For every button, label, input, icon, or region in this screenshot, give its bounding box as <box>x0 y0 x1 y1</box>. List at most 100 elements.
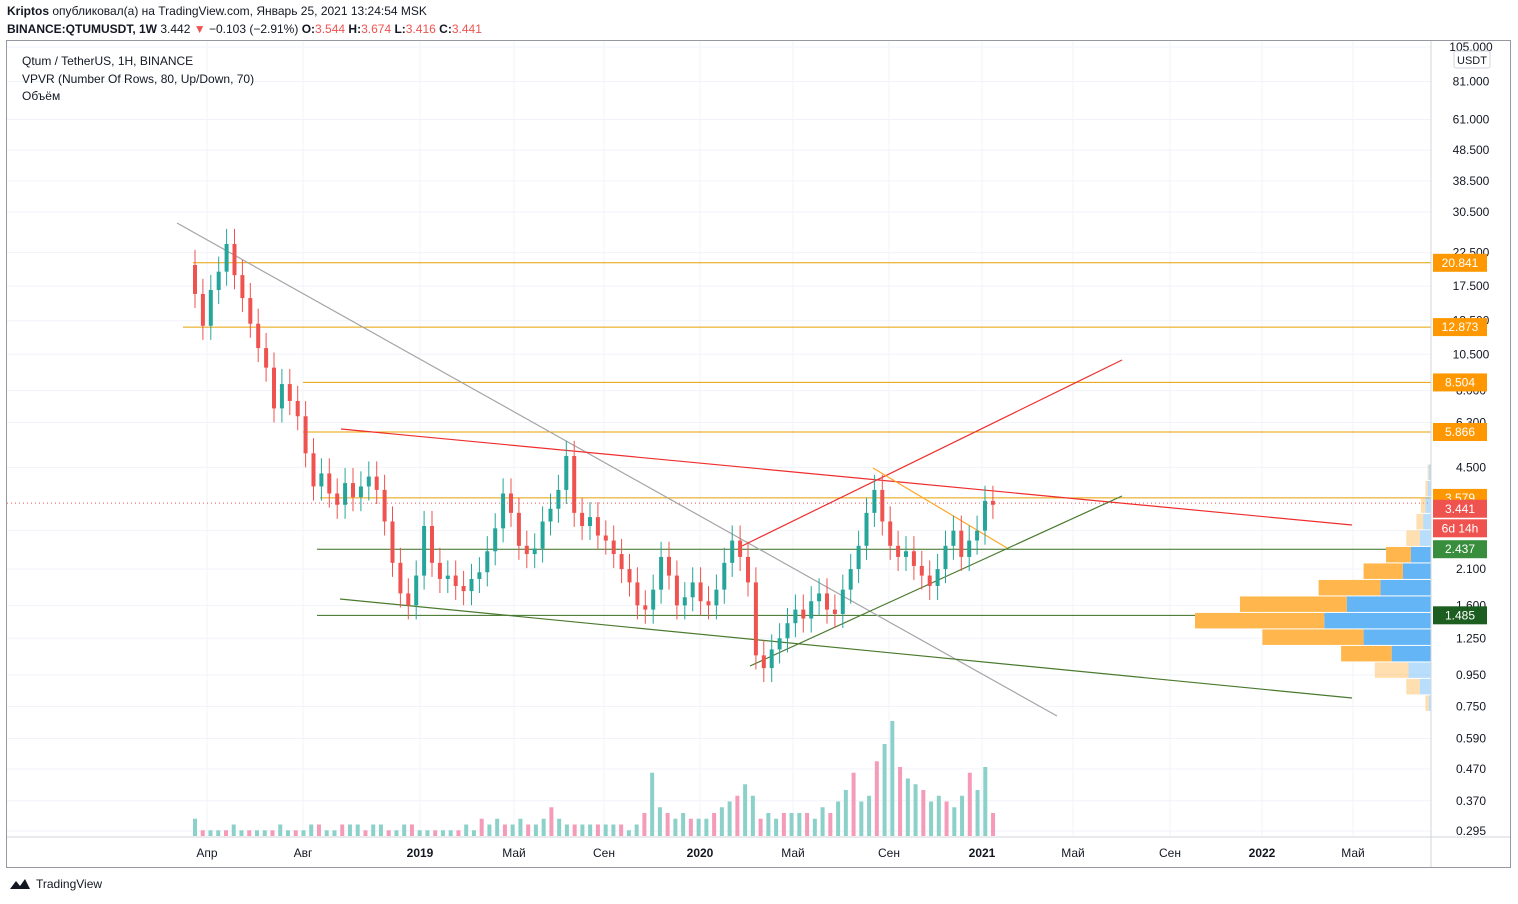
candle-body <box>343 483 348 505</box>
y-tick-label: 17.500 <box>1453 279 1490 293</box>
candle-body <box>659 556 664 590</box>
volume-bar <box>371 824 376 836</box>
green-lower-line[interactable] <box>339 598 1353 699</box>
low-label: L: <box>394 22 406 36</box>
red-resistance-line[interactable] <box>340 428 1353 526</box>
volume-bar <box>688 818 693 836</box>
candle-body <box>943 545 948 570</box>
candle-body <box>888 521 893 546</box>
y-tick-label: 4.500 <box>1456 460 1486 474</box>
high-value: 3.674 <box>361 22 392 36</box>
vpvr-up-bar <box>1391 645 1431 662</box>
candle-body <box>959 530 964 557</box>
volume-bar <box>495 818 500 836</box>
candle-body <box>753 582 758 656</box>
volume-bar <box>564 824 569 836</box>
candle-body <box>603 535 608 541</box>
price-label-text: 12.873 <box>1442 320 1479 334</box>
author-name[interactable]: Kriptos <box>7 4 49 18</box>
volume-bar <box>735 795 740 836</box>
y-tick-label: 61.000 <box>1453 112 1490 126</box>
volume-bar <box>836 801 841 836</box>
volume-bar <box>324 830 329 836</box>
candle-body <box>872 489 877 513</box>
volume-bar <box>874 761 879 836</box>
volume-bar <box>657 807 662 836</box>
close-label: C: <box>439 22 452 36</box>
volume-bar <box>386 830 391 836</box>
volume-bar <box>650 772 655 836</box>
price-chart[interactable]: 105.00081.00061.00048.50038.50030.50022.… <box>7 41 1510 867</box>
candle-body <box>667 556 671 576</box>
candle-body <box>911 551 916 566</box>
volume-bar <box>929 801 934 836</box>
candle-body <box>390 521 395 563</box>
volume-bar <box>820 807 825 836</box>
vpvr-down-bar <box>1374 662 1409 678</box>
candle-body <box>430 525 434 563</box>
candle-body <box>651 589 656 610</box>
vpvr-down-bar <box>1425 480 1428 497</box>
volume-bar <box>533 824 538 836</box>
volume-bar <box>239 830 244 836</box>
candle-body <box>335 493 340 505</box>
x-tick-label: Май <box>1341 846 1365 860</box>
volume-bar <box>851 772 856 836</box>
open-value: 3.544 <box>315 22 346 36</box>
candle-body <box>564 455 569 490</box>
candle-body <box>501 493 506 529</box>
volume-bar <box>247 830 252 836</box>
publish-info: Kriptos опубликовал(а) на TradingView.co… <box>7 4 427 18</box>
candle-body <box>224 243 229 272</box>
volume-bar <box>588 824 593 836</box>
volume-bar <box>549 807 554 836</box>
volume-bar <box>309 824 314 836</box>
candle-body <box>358 486 363 498</box>
volume-bar <box>200 830 205 836</box>
candle-body <box>975 530 980 541</box>
y-tick-label: 2.100 <box>1456 562 1486 576</box>
price-label-badge <box>1433 519 1487 538</box>
close-value: 3.441 <box>451 22 482 36</box>
candle-body <box>248 298 253 324</box>
candle-body <box>295 400 300 417</box>
volume-bar <box>316 824 321 836</box>
vpvr-down-bar <box>1239 596 1347 612</box>
volume-bar <box>712 813 717 836</box>
symbol-name: BINANCE:QTUMUSDT, 1W <box>7 22 157 36</box>
gray-trendline[interactable] <box>176 222 1058 717</box>
candle-body <box>880 489 885 522</box>
vpvr-down-bar <box>1406 678 1420 695</box>
candle-body <box>406 593 411 606</box>
volume-bar <box>270 830 275 836</box>
footer-brand[interactable]: TradingView <box>8 877 102 891</box>
vpvr-legend[interactable]: VPVR (Number Of Rows, 80, Up/Down, 70) <box>22 72 255 86</box>
candle-body <box>240 275 245 299</box>
volume-bar <box>867 795 872 836</box>
change-arrow: ▼ <box>193 22 206 36</box>
price-label-badge <box>1433 422 1487 441</box>
candle-body <box>351 483 355 498</box>
unit-badge[interactable] <box>1453 50 1491 69</box>
price-label-text: 20.841 <box>1442 256 1479 270</box>
chart-pane[interactable]: 105.000 81.000 61.000 48.500 38.500 30.500 22.… <box>6 40 1511 868</box>
volume-bar <box>859 801 864 836</box>
candle-body <box>864 512 869 546</box>
candle-body <box>232 243 237 276</box>
volume-bar <box>254 830 259 836</box>
volume-bar <box>526 824 531 836</box>
volume-bar <box>781 813 786 836</box>
vpvr-down-bar <box>1363 563 1403 579</box>
candle-body <box>840 589 845 614</box>
candle-body <box>777 638 782 650</box>
volume-bar <box>619 824 624 836</box>
volume-legend[interactable]: Объём <box>22 89 61 103</box>
red-channel-line[interactable] <box>741 359 1123 547</box>
y-tick-label: 0.295 <box>1456 824 1486 838</box>
price-label-text: 5.866 <box>1445 425 1475 439</box>
vpvr-down-bar <box>1427 464 1429 480</box>
x-tick-label: 2019 <box>407 846 434 860</box>
candle-body <box>809 601 814 619</box>
y-tick-label: 0.750 <box>1456 699 1486 713</box>
tradingview-logo-icon <box>10 879 30 889</box>
